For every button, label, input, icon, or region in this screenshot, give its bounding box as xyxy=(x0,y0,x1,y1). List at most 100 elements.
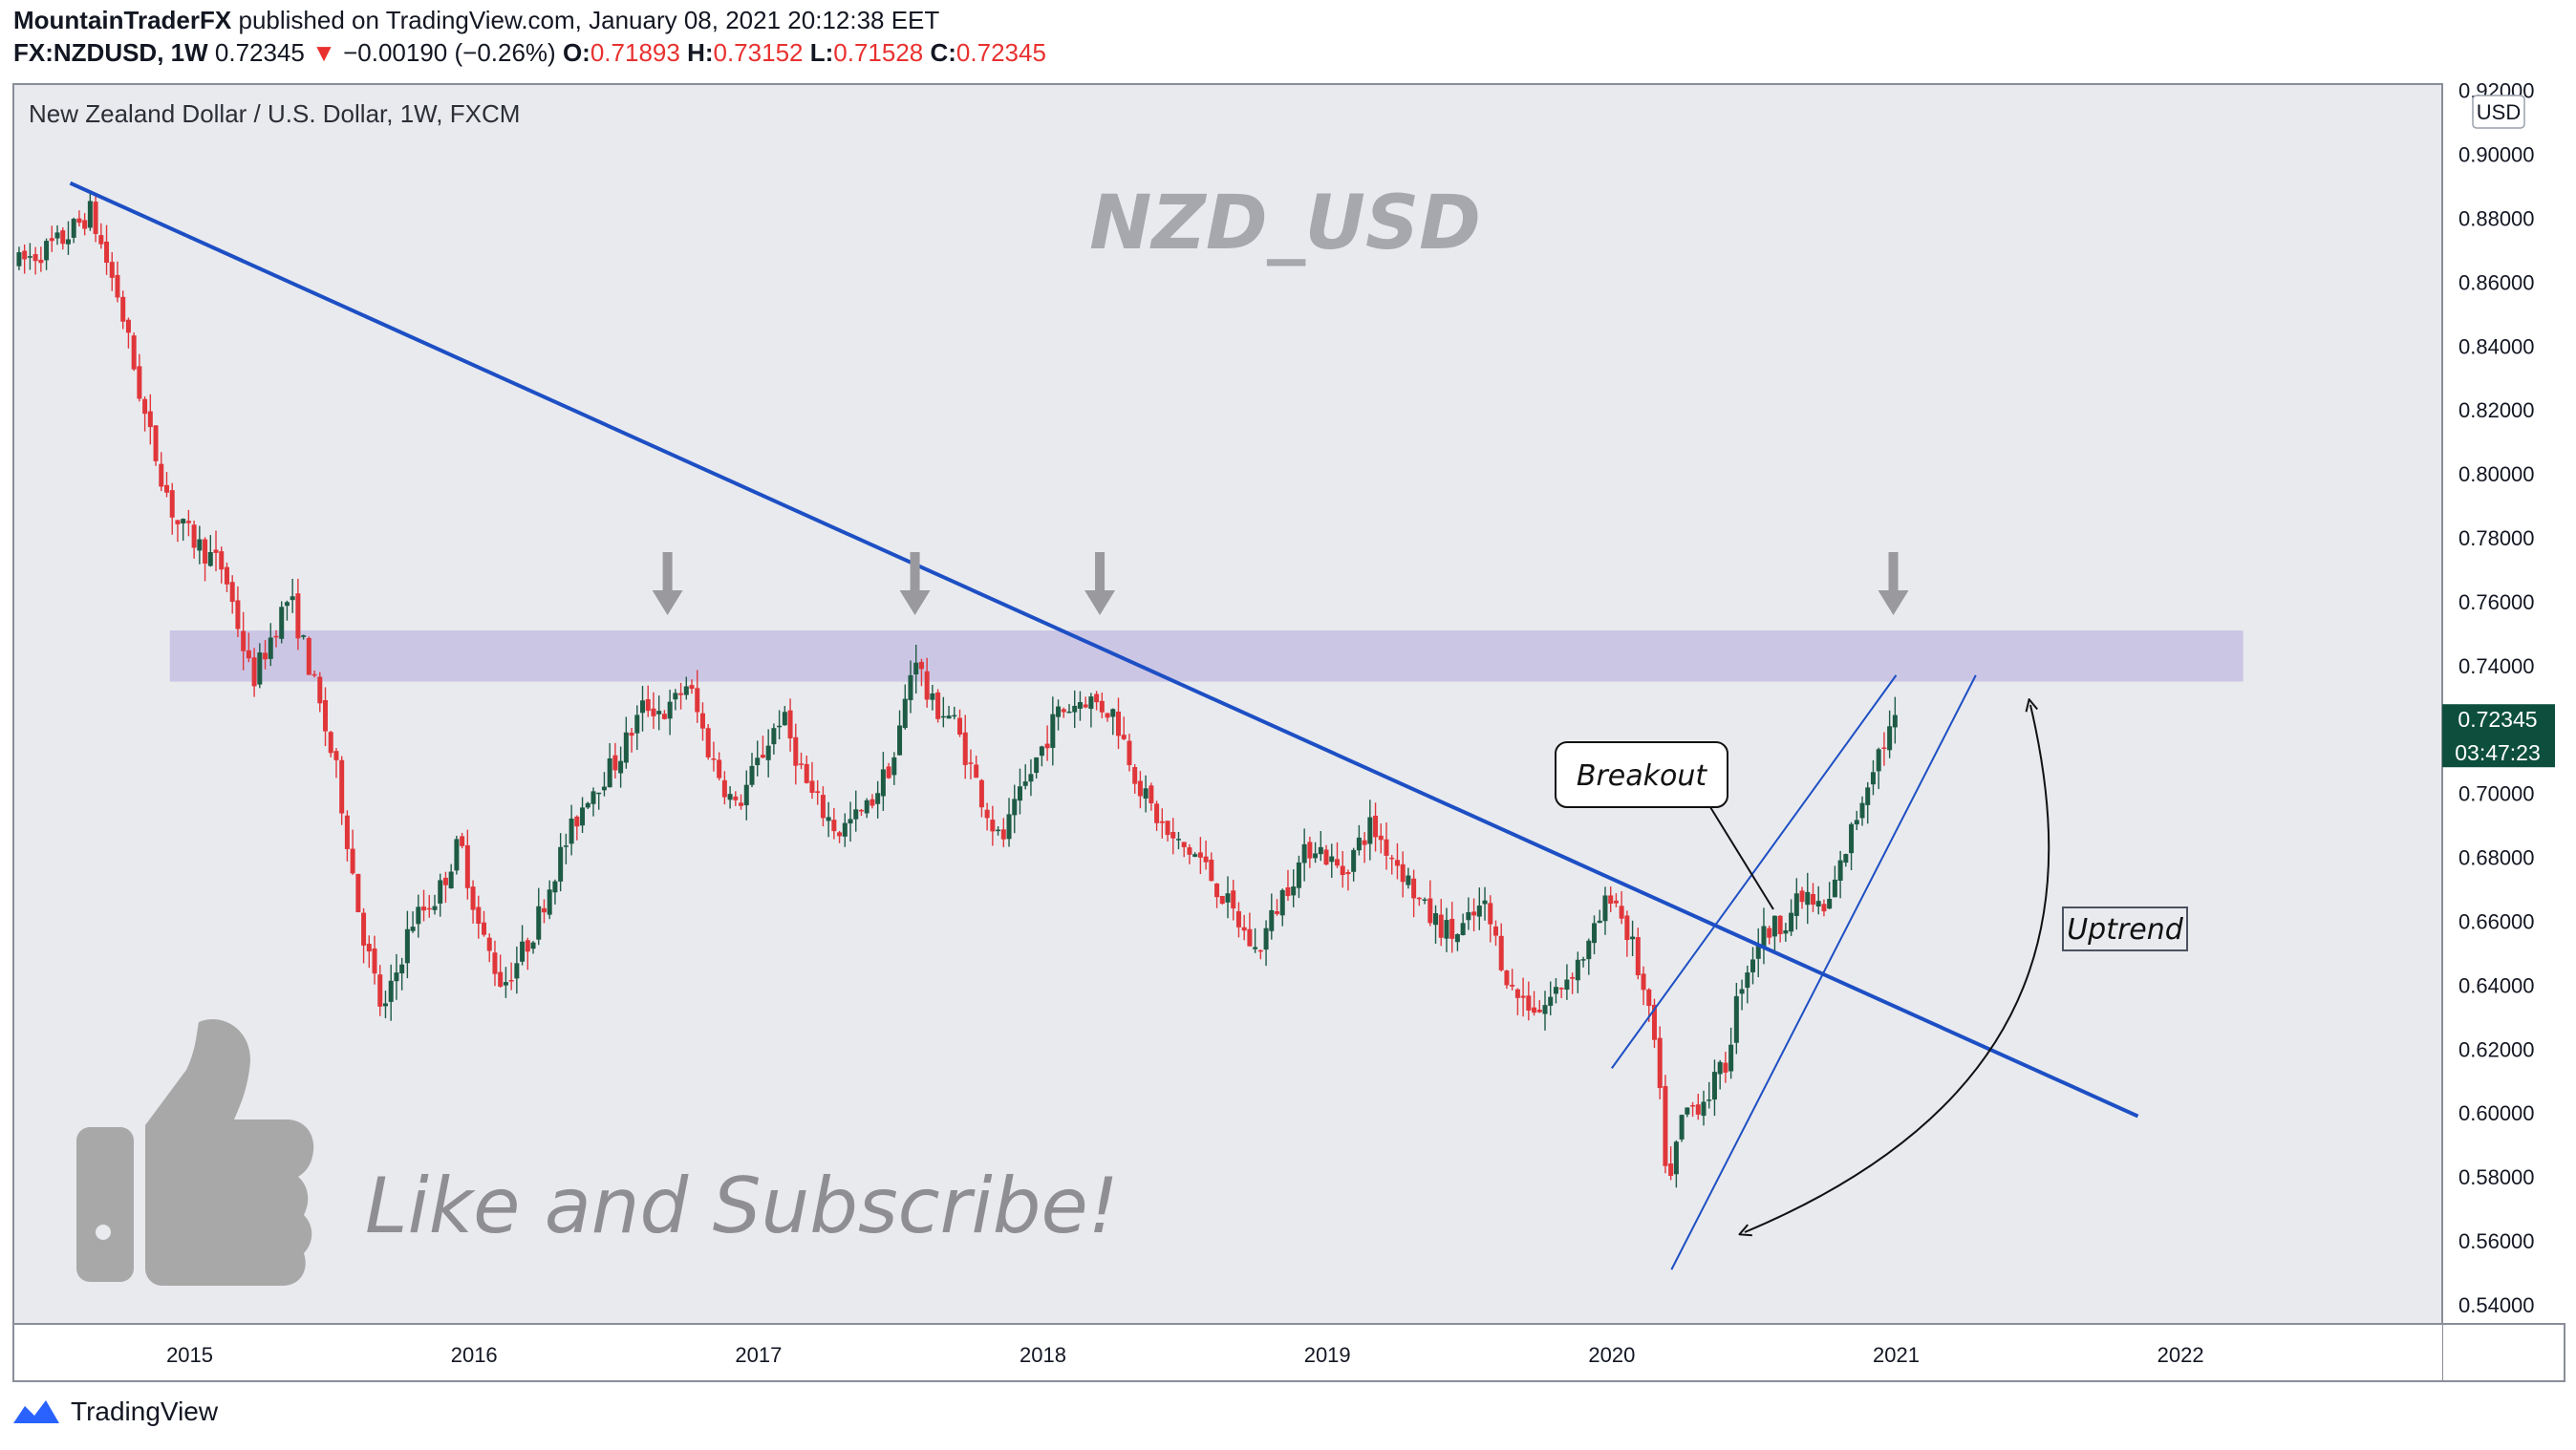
candle-body xyxy=(344,815,350,849)
candle xyxy=(388,964,394,1021)
candle xyxy=(826,801,831,838)
candle xyxy=(699,702,705,741)
candle xyxy=(1717,1059,1723,1090)
candle-body xyxy=(1870,772,1876,785)
candle-body xyxy=(1275,910,1280,914)
candle xyxy=(98,223,104,249)
candle xyxy=(1400,851,1406,898)
candle xyxy=(634,705,640,751)
candle xyxy=(1416,897,1422,906)
candle-body xyxy=(1247,928,1253,947)
candle-body xyxy=(1613,900,1619,904)
candle-body xyxy=(514,963,520,979)
candle xyxy=(1225,876,1231,919)
candle-body xyxy=(460,836,465,846)
time-axis[interactable] xyxy=(13,1324,2442,1381)
candle-body xyxy=(667,701,673,719)
candle-body xyxy=(743,784,749,806)
candle-body xyxy=(410,927,416,931)
candle xyxy=(842,813,848,847)
candle xyxy=(1329,843,1335,879)
candle xyxy=(820,786,826,827)
candle xyxy=(464,829,470,900)
candle-body xyxy=(1837,860,1843,881)
down-arrow-icon xyxy=(1878,552,1909,615)
candle-body xyxy=(1203,856,1209,863)
candle-body xyxy=(952,714,957,717)
candle-body xyxy=(1143,788,1148,800)
candle xyxy=(1116,697,1122,750)
candle-body xyxy=(470,886,476,910)
candle-body xyxy=(279,607,285,639)
candle xyxy=(1460,913,1466,936)
candle xyxy=(470,880,476,924)
y-tick-label: 0.62000 xyxy=(2458,1037,2535,1061)
resistance-zone[interactable] xyxy=(169,630,2243,682)
candle xyxy=(426,894,432,918)
breakout-callout[interactable]: Breakout xyxy=(1555,741,1774,910)
candle xyxy=(520,925,526,966)
candle-body xyxy=(695,688,700,713)
candle xyxy=(1175,831,1181,850)
candle xyxy=(460,832,465,849)
candle xyxy=(1137,771,1143,809)
candle xyxy=(104,224,110,275)
y-tick-label: 0.82000 xyxy=(2458,398,2535,422)
candle xyxy=(1520,977,1526,1017)
candle-body xyxy=(547,889,552,915)
candle xyxy=(1679,1114,1685,1142)
candle xyxy=(38,246,44,272)
candle-body xyxy=(1056,706,1062,717)
candle xyxy=(394,953,399,1000)
candle-body xyxy=(739,802,744,806)
candle xyxy=(159,452,164,492)
candle xyxy=(1219,895,1225,905)
candle xyxy=(295,578,301,650)
candle-body xyxy=(634,714,640,734)
candle-body xyxy=(1690,1105,1696,1107)
candle xyxy=(935,689,941,723)
candle xyxy=(268,623,273,667)
candle-body xyxy=(1745,972,1750,989)
candle-body xyxy=(1066,711,1072,714)
candle-body xyxy=(875,793,881,804)
candle-body xyxy=(1279,889,1285,916)
candle xyxy=(1006,798,1012,847)
price-axis[interactable] xyxy=(2442,84,2565,1324)
candle-body xyxy=(1832,879,1837,898)
candle xyxy=(1536,1000,1542,1013)
candle xyxy=(1209,852,1214,882)
candle-body xyxy=(1849,823,1855,854)
y-tick-label: 0.70000 xyxy=(2458,782,2535,806)
currency-button[interactable] xyxy=(2472,95,2525,129)
candle xyxy=(1411,869,1417,918)
candle-body xyxy=(558,846,564,882)
author-name[interactable]: MountainTraderFX xyxy=(13,6,232,34)
candle xyxy=(1422,897,1428,905)
candle-body xyxy=(1723,1062,1728,1073)
candle-body xyxy=(717,759,722,778)
candle-body xyxy=(1663,1086,1668,1166)
candle xyxy=(355,873,361,913)
uptrend-callout[interactable]: Uptrend xyxy=(2062,906,2188,951)
candle xyxy=(1083,696,1088,709)
candle-body xyxy=(858,809,864,812)
y-tick-label: 0.66000 xyxy=(2458,909,2535,933)
candle-body xyxy=(1012,799,1018,816)
candle xyxy=(1602,886,1608,935)
candle-body xyxy=(826,817,831,821)
candle-body xyxy=(366,944,372,952)
candle xyxy=(623,716,629,769)
candle-body xyxy=(333,751,339,760)
candle-body xyxy=(1728,1044,1734,1072)
candle-body xyxy=(563,845,569,847)
candle xyxy=(1192,852,1198,858)
footer-brand[interactable]: TradingView xyxy=(11,1397,218,1427)
candle xyxy=(514,946,520,994)
candle-body xyxy=(946,715,952,719)
candle-body xyxy=(683,686,689,695)
y-tick-label: 0.76000 xyxy=(2458,590,2535,614)
candle-body xyxy=(98,235,104,245)
candle-body xyxy=(1313,853,1319,859)
